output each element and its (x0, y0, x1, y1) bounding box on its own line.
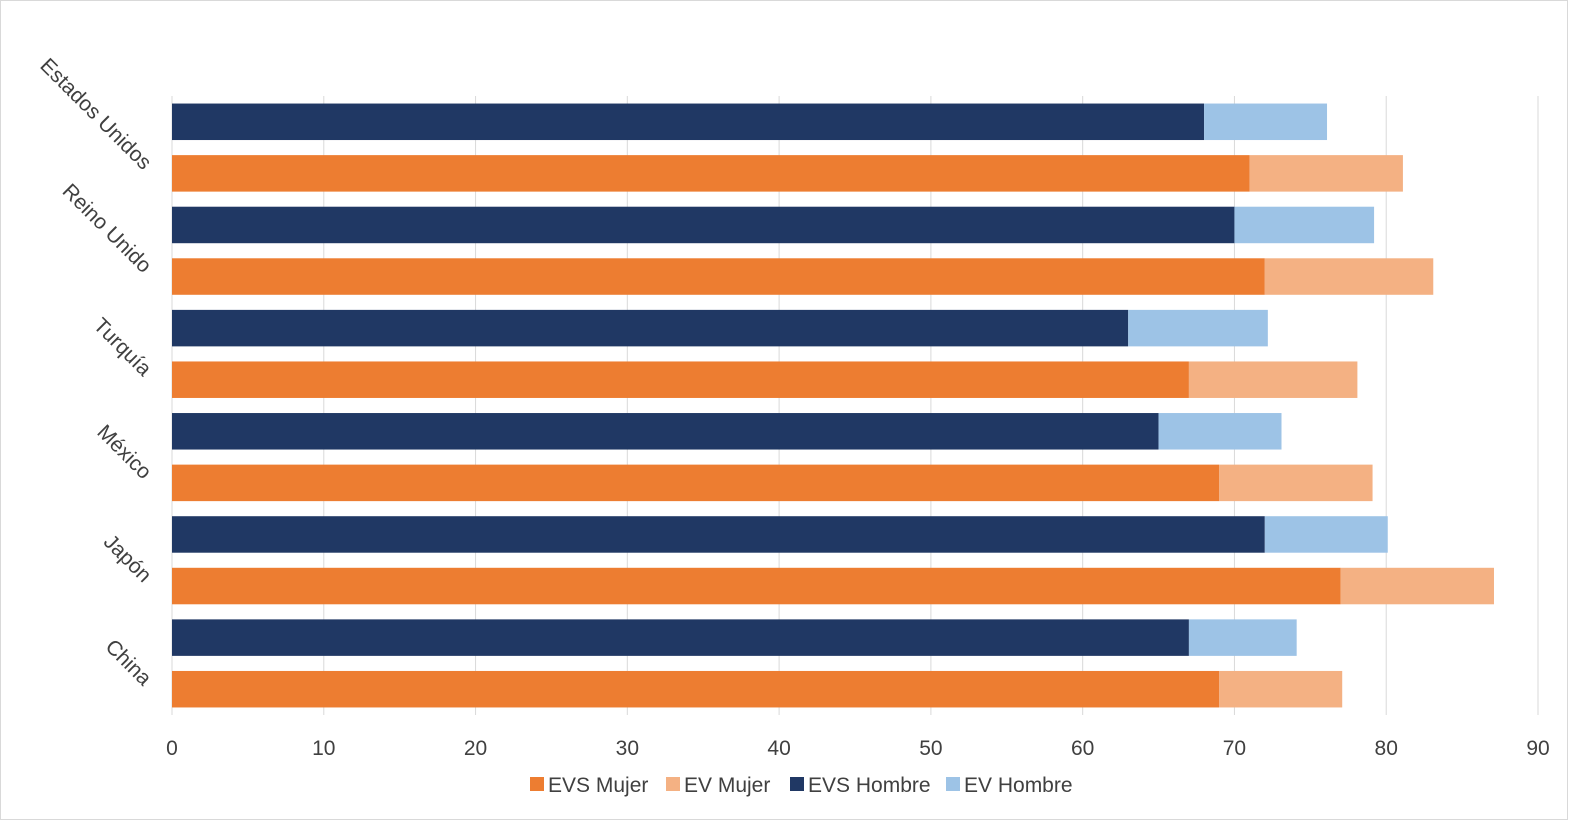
bar-ev-mujer (1219, 464, 1373, 502)
bar-ev-hombre (1204, 103, 1328, 141)
legend-label: EVS Mujer (548, 774, 648, 797)
category-labels: China Japón México Turquía Reino UnidoEstado… (35, 54, 156, 690)
bar-ev-mujer (1188, 361, 1358, 398)
category-label: Estados Unidos (35, 54, 155, 174)
legend-label: EV Hombre (964, 774, 1073, 797)
bar-evs-mujer (172, 670, 1220, 708)
x-tick-label: 70 (1223, 737, 1246, 760)
bar-ev-hombre (1128, 309, 1268, 347)
bars (172, 103, 1494, 708)
x-tick-label: 90 (1526, 737, 1549, 760)
bar-evs-hombre (172, 309, 1129, 347)
x-tick-label: 60 (1071, 737, 1094, 760)
bar-evs-hombre (172, 413, 1159, 450)
legend-swatch (530, 777, 544, 791)
x-axis: 0 10 20 30 40 50 60 70 80 90 (166, 737, 1550, 760)
bar-ev-mujer (1249, 155, 1403, 192)
x-tick-label: 50 (919, 737, 942, 760)
bar-ev-mujer (1340, 567, 1494, 605)
x-tick-label: 20 (464, 737, 487, 760)
chart-frame: 0 10 20 30 40 50 60 70 80 90 China Japón México Turq… (0, 0, 1568, 820)
bar-ev-mujer (1264, 258, 1434, 295)
bar-evs-hombre (172, 206, 1235, 244)
bar-evs-hombre (172, 516, 1265, 553)
bar-ev-hombre (1158, 413, 1282, 450)
x-tick-label: 10 (312, 737, 335, 760)
legend-swatch (946, 777, 960, 791)
bar-evs-mujer (172, 464, 1220, 502)
x-tick-label: 0 (166, 737, 178, 760)
legend-label: EVS Hombre (808, 774, 931, 797)
bar-ev-hombre (1264, 516, 1388, 553)
bar-ev-hombre (1234, 206, 1375, 244)
legend: EVS Mujer EV Mujer EVS Hombre EV Hombre (530, 774, 1073, 797)
legend-swatch (666, 777, 680, 791)
category-label: Turquía (89, 314, 156, 381)
bar-evs-mujer (172, 155, 1250, 192)
bar-evs-hombre (172, 619, 1189, 656)
bar-chart: 0 10 20 30 40 50 60 70 80 90 China Japón México Turq… (35, 54, 1550, 797)
bar-evs-hombre (172, 103, 1205, 141)
x-tick-label: 30 (616, 737, 639, 760)
bar-ev-hombre (1188, 619, 1297, 656)
bar-evs-mujer (172, 361, 1189, 398)
category-label: China (101, 635, 156, 690)
grid-lines (171, 96, 1539, 715)
category-label: Reino Unido (58, 180, 156, 278)
x-tick-label: 80 (1375, 737, 1398, 760)
bar-evs-mujer (172, 567, 1341, 605)
category-label: México (92, 421, 155, 484)
legend-label: EV Mujer (684, 774, 770, 797)
bar-evs-mujer (172, 258, 1265, 295)
legend-swatch (790, 777, 804, 791)
category-label: Japón (99, 530, 156, 587)
x-tick-label: 40 (767, 737, 790, 760)
bar-ev-mujer (1219, 670, 1343, 708)
